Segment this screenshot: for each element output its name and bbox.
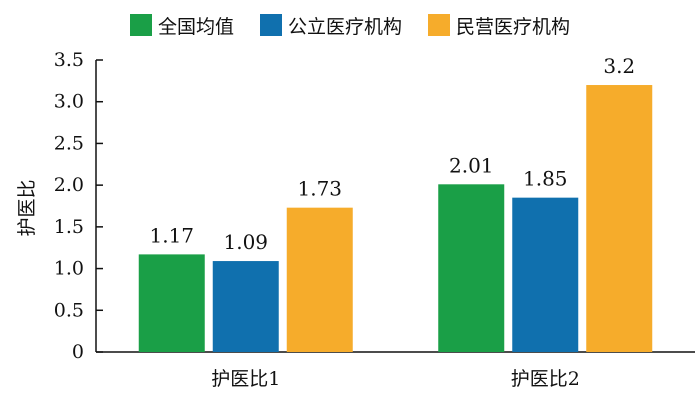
bar-private-institutions-1 (286, 207, 353, 352)
data-label-private-institutions-1: 1.73 (297, 177, 342, 201)
data-label-public-institutions-1: 1.09 (223, 230, 268, 254)
data-label-public-institutions-2: 1.85 (523, 167, 568, 191)
legend: 全国均值 公立医疗机构 民营医疗机构 (0, 12, 700, 38)
y-tick-label: 3.0 (54, 91, 84, 113)
y-tick-label: 0.5 (54, 299, 84, 321)
x-tick-label: 护医比1 (211, 368, 280, 390)
y-tick-label: 0 (72, 341, 84, 363)
y-tick-label: 2.0 (54, 174, 84, 196)
bar-national-average-1 (138, 254, 205, 352)
bars: 护医比1 1.17 1.09 1.73 护医比2 2.01 1.85 3.2 (138, 54, 653, 390)
legend-swatch-national-average (129, 14, 152, 36)
legend-swatch-public-institutions (259, 14, 282, 36)
y-tick-label: 2.5 (54, 132, 84, 154)
bar-national-average-2 (438, 184, 505, 352)
bar-private-institutions-2 (586, 85, 653, 353)
legend-label-public-institutions: 公立医疗机构 (287, 15, 402, 38)
bar-public-institutions-2 (512, 197, 579, 352)
legend-swatch-private-institutions (428, 14, 450, 36)
bar-public-institutions-1 (212, 261, 279, 352)
y-tick-label: 1.0 (54, 258, 84, 280)
y-tick-label: 1.5 (54, 216, 84, 238)
data-label-national-average-1: 1.17 (149, 223, 194, 247)
legend-label-private-institutions: 民营医疗机构 (456, 15, 571, 38)
x-tick-label: 护医比2 (511, 368, 580, 390)
y-axis-title: 护医比 (16, 179, 38, 236)
legend-item-national-average: 全国均值 (129, 12, 234, 39)
data-label-private-institutions-2: 3.2 (603, 54, 635, 78)
data-label-national-average-2: 2.01 (449, 153, 494, 177)
legend-label-national-average: 全国均值 (157, 15, 234, 38)
y-tick-label: 3.5 (54, 49, 84, 71)
legend-item-private-institutions: 民营医疗机构 (428, 12, 570, 39)
legend-item-public-institutions: 公立医疗机构 (259, 12, 402, 39)
